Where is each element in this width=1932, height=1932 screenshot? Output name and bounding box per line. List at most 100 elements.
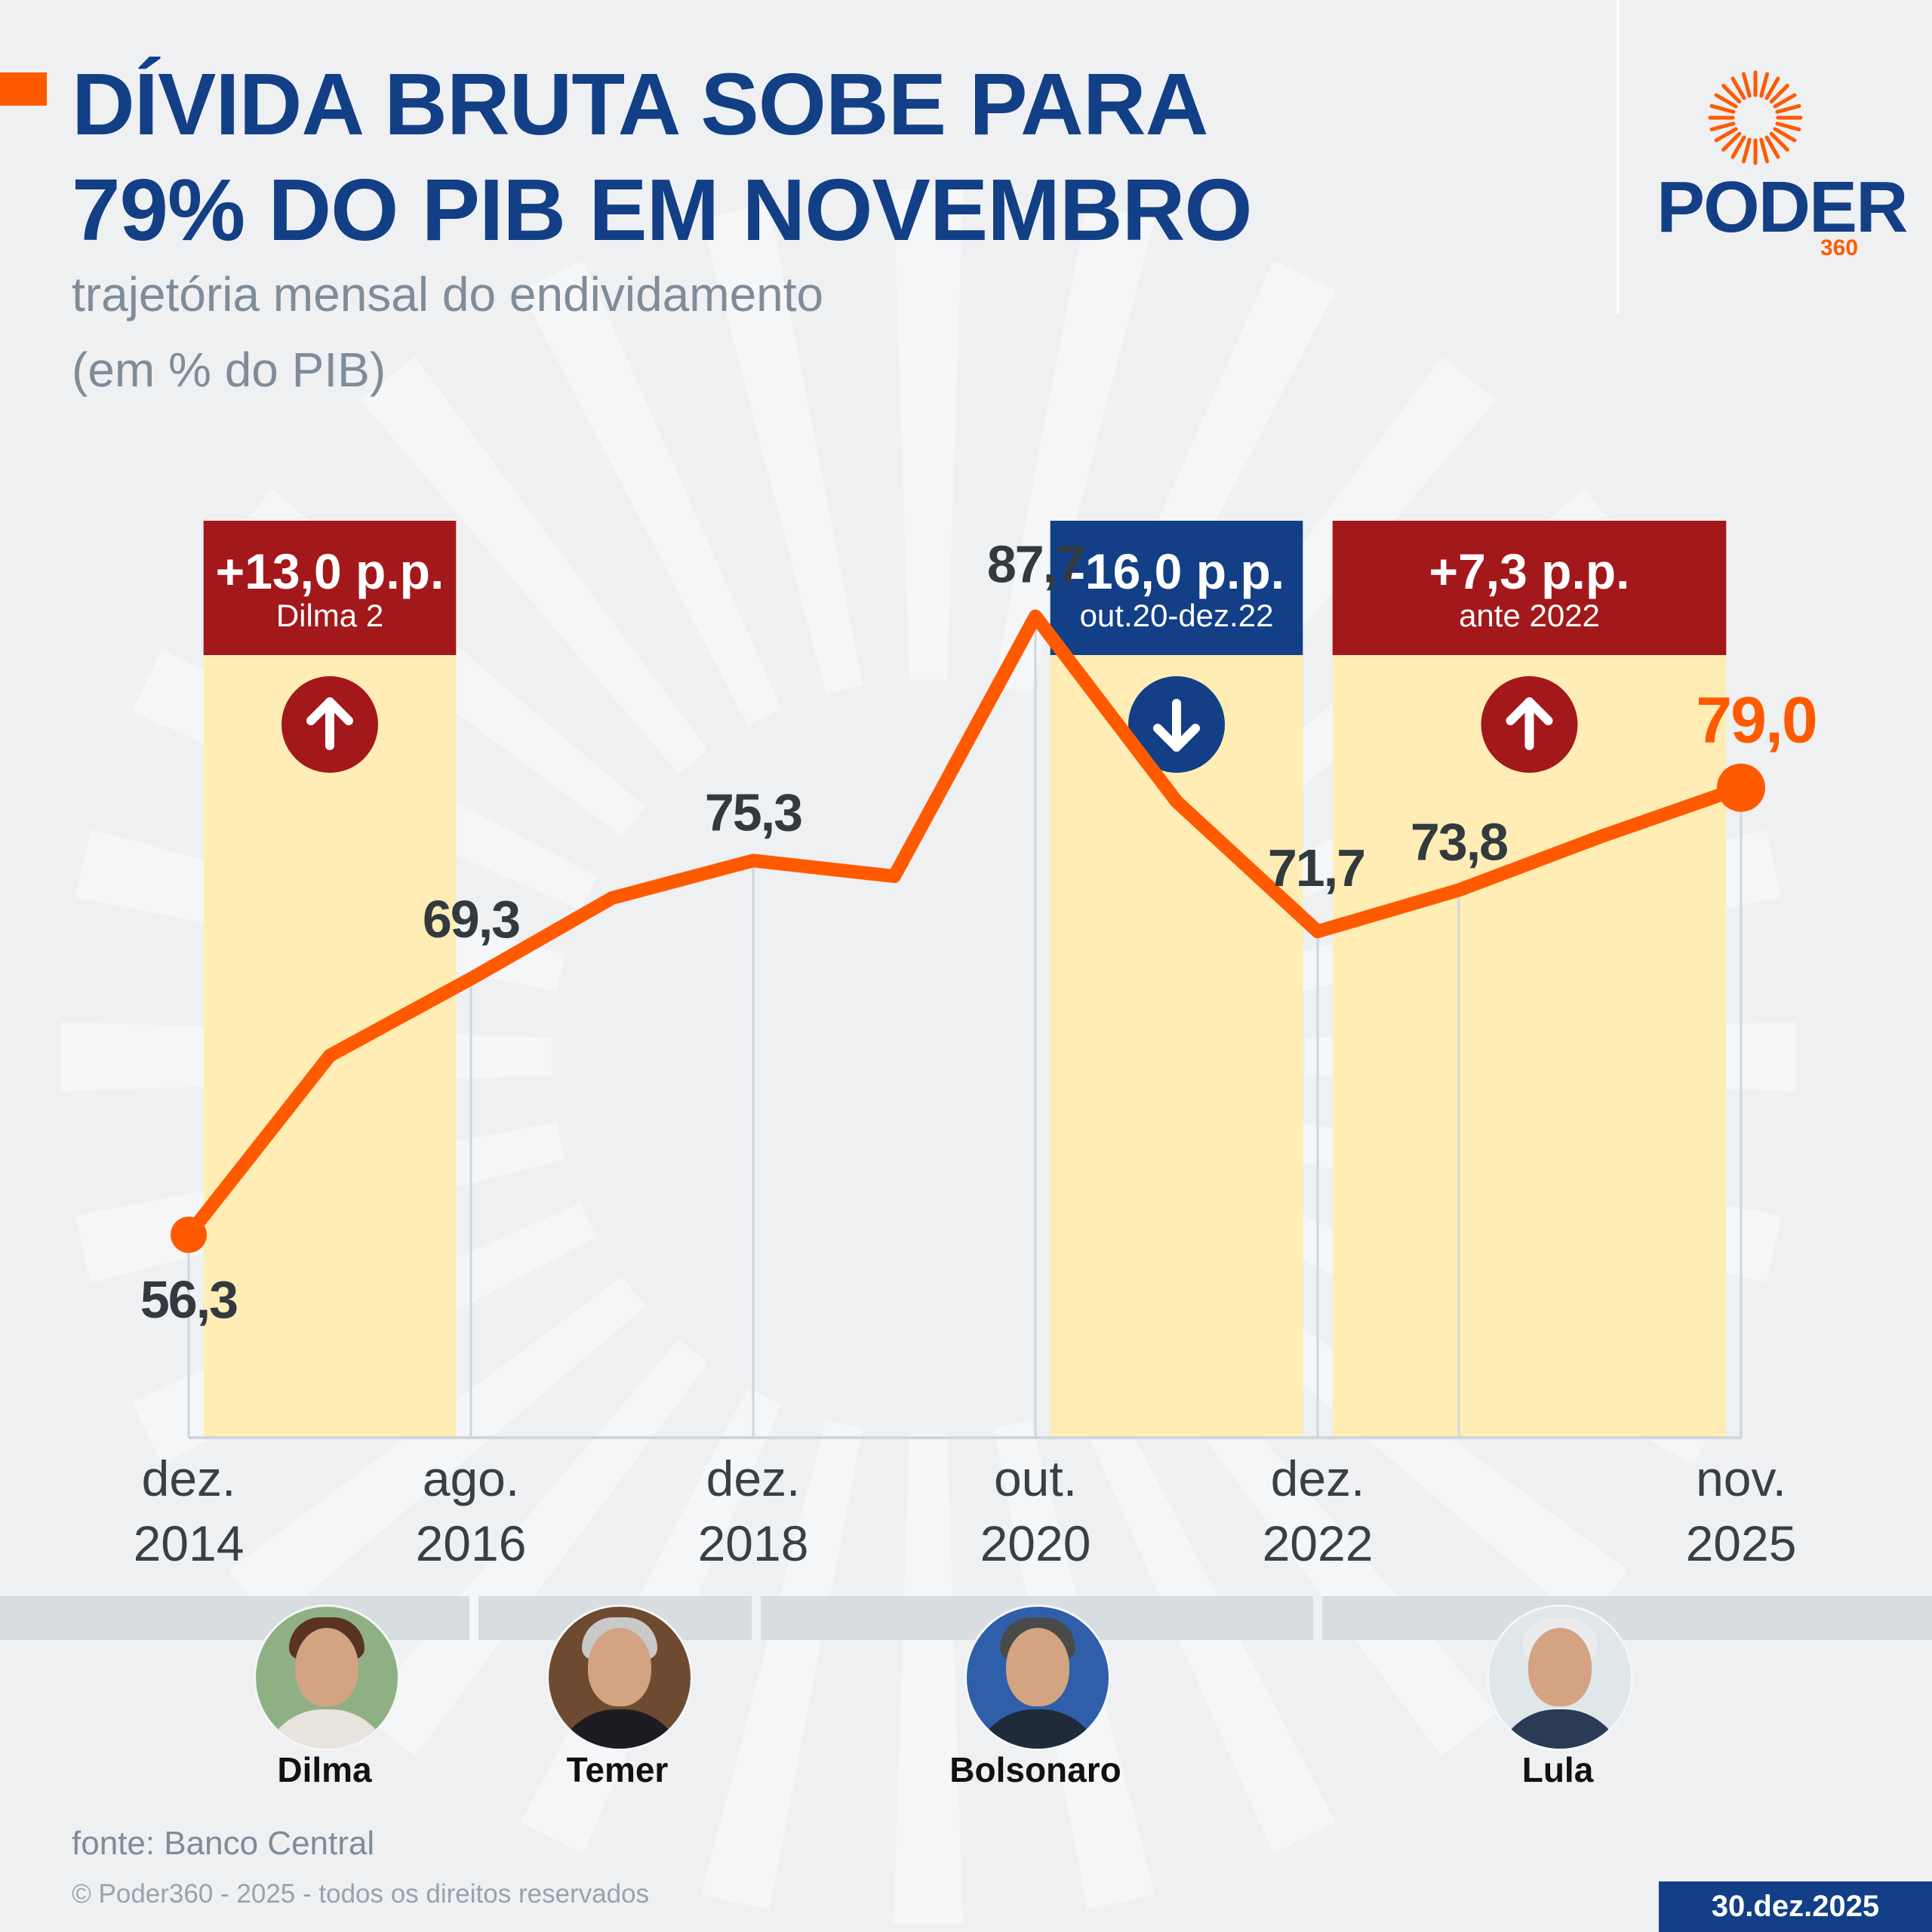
x-tick-year: 2022 — [1263, 1515, 1374, 1571]
lula-photo — [1487, 1604, 1633, 1751]
background-ray — [701, 1420, 863, 1910]
background-ray — [993, 203, 1155, 694]
sun-ray — [1773, 93, 1797, 109]
highlight-band — [203, 655, 457, 1438]
x-tick-month: out. — [994, 1451, 1077, 1506]
subtitle-line-2: (em % do PIB) — [72, 343, 386, 397]
highlight-header-box — [203, 521, 457, 655]
logo-word: PODER — [1657, 167, 1908, 248]
x-tick-year: 2020 — [980, 1515, 1091, 1571]
data-label: 87,7 — [987, 535, 1084, 594]
sun-ray — [1741, 72, 1752, 98]
highlight-label: ante 2022 — [1459, 598, 1600, 633]
background-ray — [521, 260, 782, 725]
data-point — [609, 894, 615, 901]
highlight-header-box — [1332, 521, 1727, 655]
sun-ray — [1773, 127, 1797, 143]
background-ray — [894, 189, 963, 680]
title-accent-bar — [0, 72, 47, 106]
arrow-down-head — [1153, 724, 1200, 752]
sun-ray — [1714, 127, 1738, 143]
background-ray — [894, 1433, 963, 1924]
sun-ray — [1759, 72, 1770, 98]
data-point — [1597, 833, 1603, 840]
highlight-value: +13,0 p.p. — [216, 543, 445, 599]
data-point — [750, 857, 756, 864]
title-line-2: 79% DO PIB EM NOVEMBRO — [72, 161, 1253, 259]
data-point — [1032, 613, 1038, 620]
dilma-photo — [254, 1604, 400, 1751]
x-tick-month: dez. — [1271, 1451, 1365, 1506]
background-ray — [228, 1276, 646, 1625]
x-tick-year: 2025 — [1686, 1515, 1797, 1571]
sun-ray — [1764, 76, 1780, 100]
debt-line-chart: +13,0 p.p.Dilma 2 -16,0 p.p.out.20-dez.22… — [134, 521, 1818, 1571]
data-point — [327, 1052, 333, 1059]
sun-ray — [1709, 103, 1736, 114]
debt-series-line — [182, 609, 1748, 1242]
background-ray — [701, 203, 863, 694]
data-point — [1174, 798, 1180, 804]
data-point — [1315, 928, 1321, 935]
data-label: 71,7 — [1268, 838, 1364, 897]
sun-ray — [1769, 131, 1789, 152]
page-title: DÍVIDA BRUTA SOBE PARA 79% DO PIB EM NOV… — [72, 51, 1294, 263]
term-band-dilma — [0, 1596, 469, 1640]
sun-ray — [1714, 93, 1738, 109]
data-label: 75,3 — [705, 783, 801, 841]
temer-photo — [546, 1604, 693, 1751]
title-line-1: DÍVIDA BRUTA SOBE PARA — [72, 55, 1208, 153]
sun-ray — [1775, 103, 1801, 114]
highlight-label: out.20-dez.22 — [1080, 598, 1274, 633]
sun-ray — [1741, 137, 1752, 164]
president-name-temer: Temer — [566, 1750, 669, 1789]
x-tick-year: 2014 — [134, 1515, 245, 1571]
highlight-value: +7,3 p.p. — [1429, 543, 1630, 599]
sun-ray — [1769, 84, 1789, 104]
x-tick-month: dez. — [142, 1451, 236, 1506]
data-point — [468, 975, 474, 982]
sun-logo-icon — [1708, 70, 1803, 165]
x-tick-month: nov. — [1696, 1451, 1786, 1506]
sun-ray — [1775, 122, 1801, 132]
source-note: fonte: Banco Central — [72, 1825, 375, 1862]
x-tick-month: ago. — [423, 1451, 519, 1506]
sun-ray — [1721, 131, 1742, 152]
president-name-lula: Lula — [1521, 1750, 1594, 1789]
arrow-up-head — [306, 697, 353, 725]
background-ray — [360, 356, 709, 774]
president-name-dilma: Dilma — [277, 1750, 372, 1789]
latest-value-label: 79,0 — [1696, 685, 1816, 757]
highlight-value: -16,0 p.p. — [1069, 543, 1284, 599]
sun-ray — [1709, 122, 1736, 132]
term-band-lula — [1322, 1596, 1932, 1640]
subtitle: trajetória mensal do endividamento (em %… — [72, 257, 1128, 408]
sun-ray — [1721, 84, 1742, 104]
data-label: 73,8 — [1411, 812, 1507, 871]
background-ray — [360, 1339, 709, 1757]
subtitle-line-1: trajetória mensal do endividamento — [72, 267, 824, 321]
x-tick-year: 2016 — [416, 1515, 527, 1571]
end-point-marker — [1717, 763, 1765, 812]
logo-number: 360 — [1820, 235, 1859, 260]
sun-ray — [1730, 76, 1746, 100]
x-tick-year: 2018 — [698, 1515, 809, 1571]
highlight-label: Dilma 2 — [276, 598, 383, 633]
highlight-band — [1050, 655, 1303, 1438]
data-point — [1456, 887, 1462, 894]
arrow-up-head — [1506, 697, 1553, 725]
x-tick-month: dez. — [706, 1451, 801, 1506]
start-point-marker — [171, 1217, 207, 1254]
publication-date: 30.dez.2025 — [1659, 1881, 1932, 1932]
logo-divider — [1617, 0, 1620, 313]
data-label: 69,3 — [423, 890, 519, 949]
data-label: 56,3 — [140, 1270, 237, 1329]
sun-ray — [1764, 135, 1780, 159]
copyright-note: © Poder360 - 2025 - todos os direitos re… — [72, 1879, 650, 1909]
sun-ray — [1759, 137, 1770, 164]
highlight-header-box — [1050, 521, 1303, 655]
president-name-bolsonaro: Bolsonaro — [949, 1750, 1121, 1789]
sun-ray — [1730, 135, 1746, 159]
background-ray — [1148, 1339, 1497, 1757]
bolsonaro-photo — [964, 1604, 1111, 1751]
